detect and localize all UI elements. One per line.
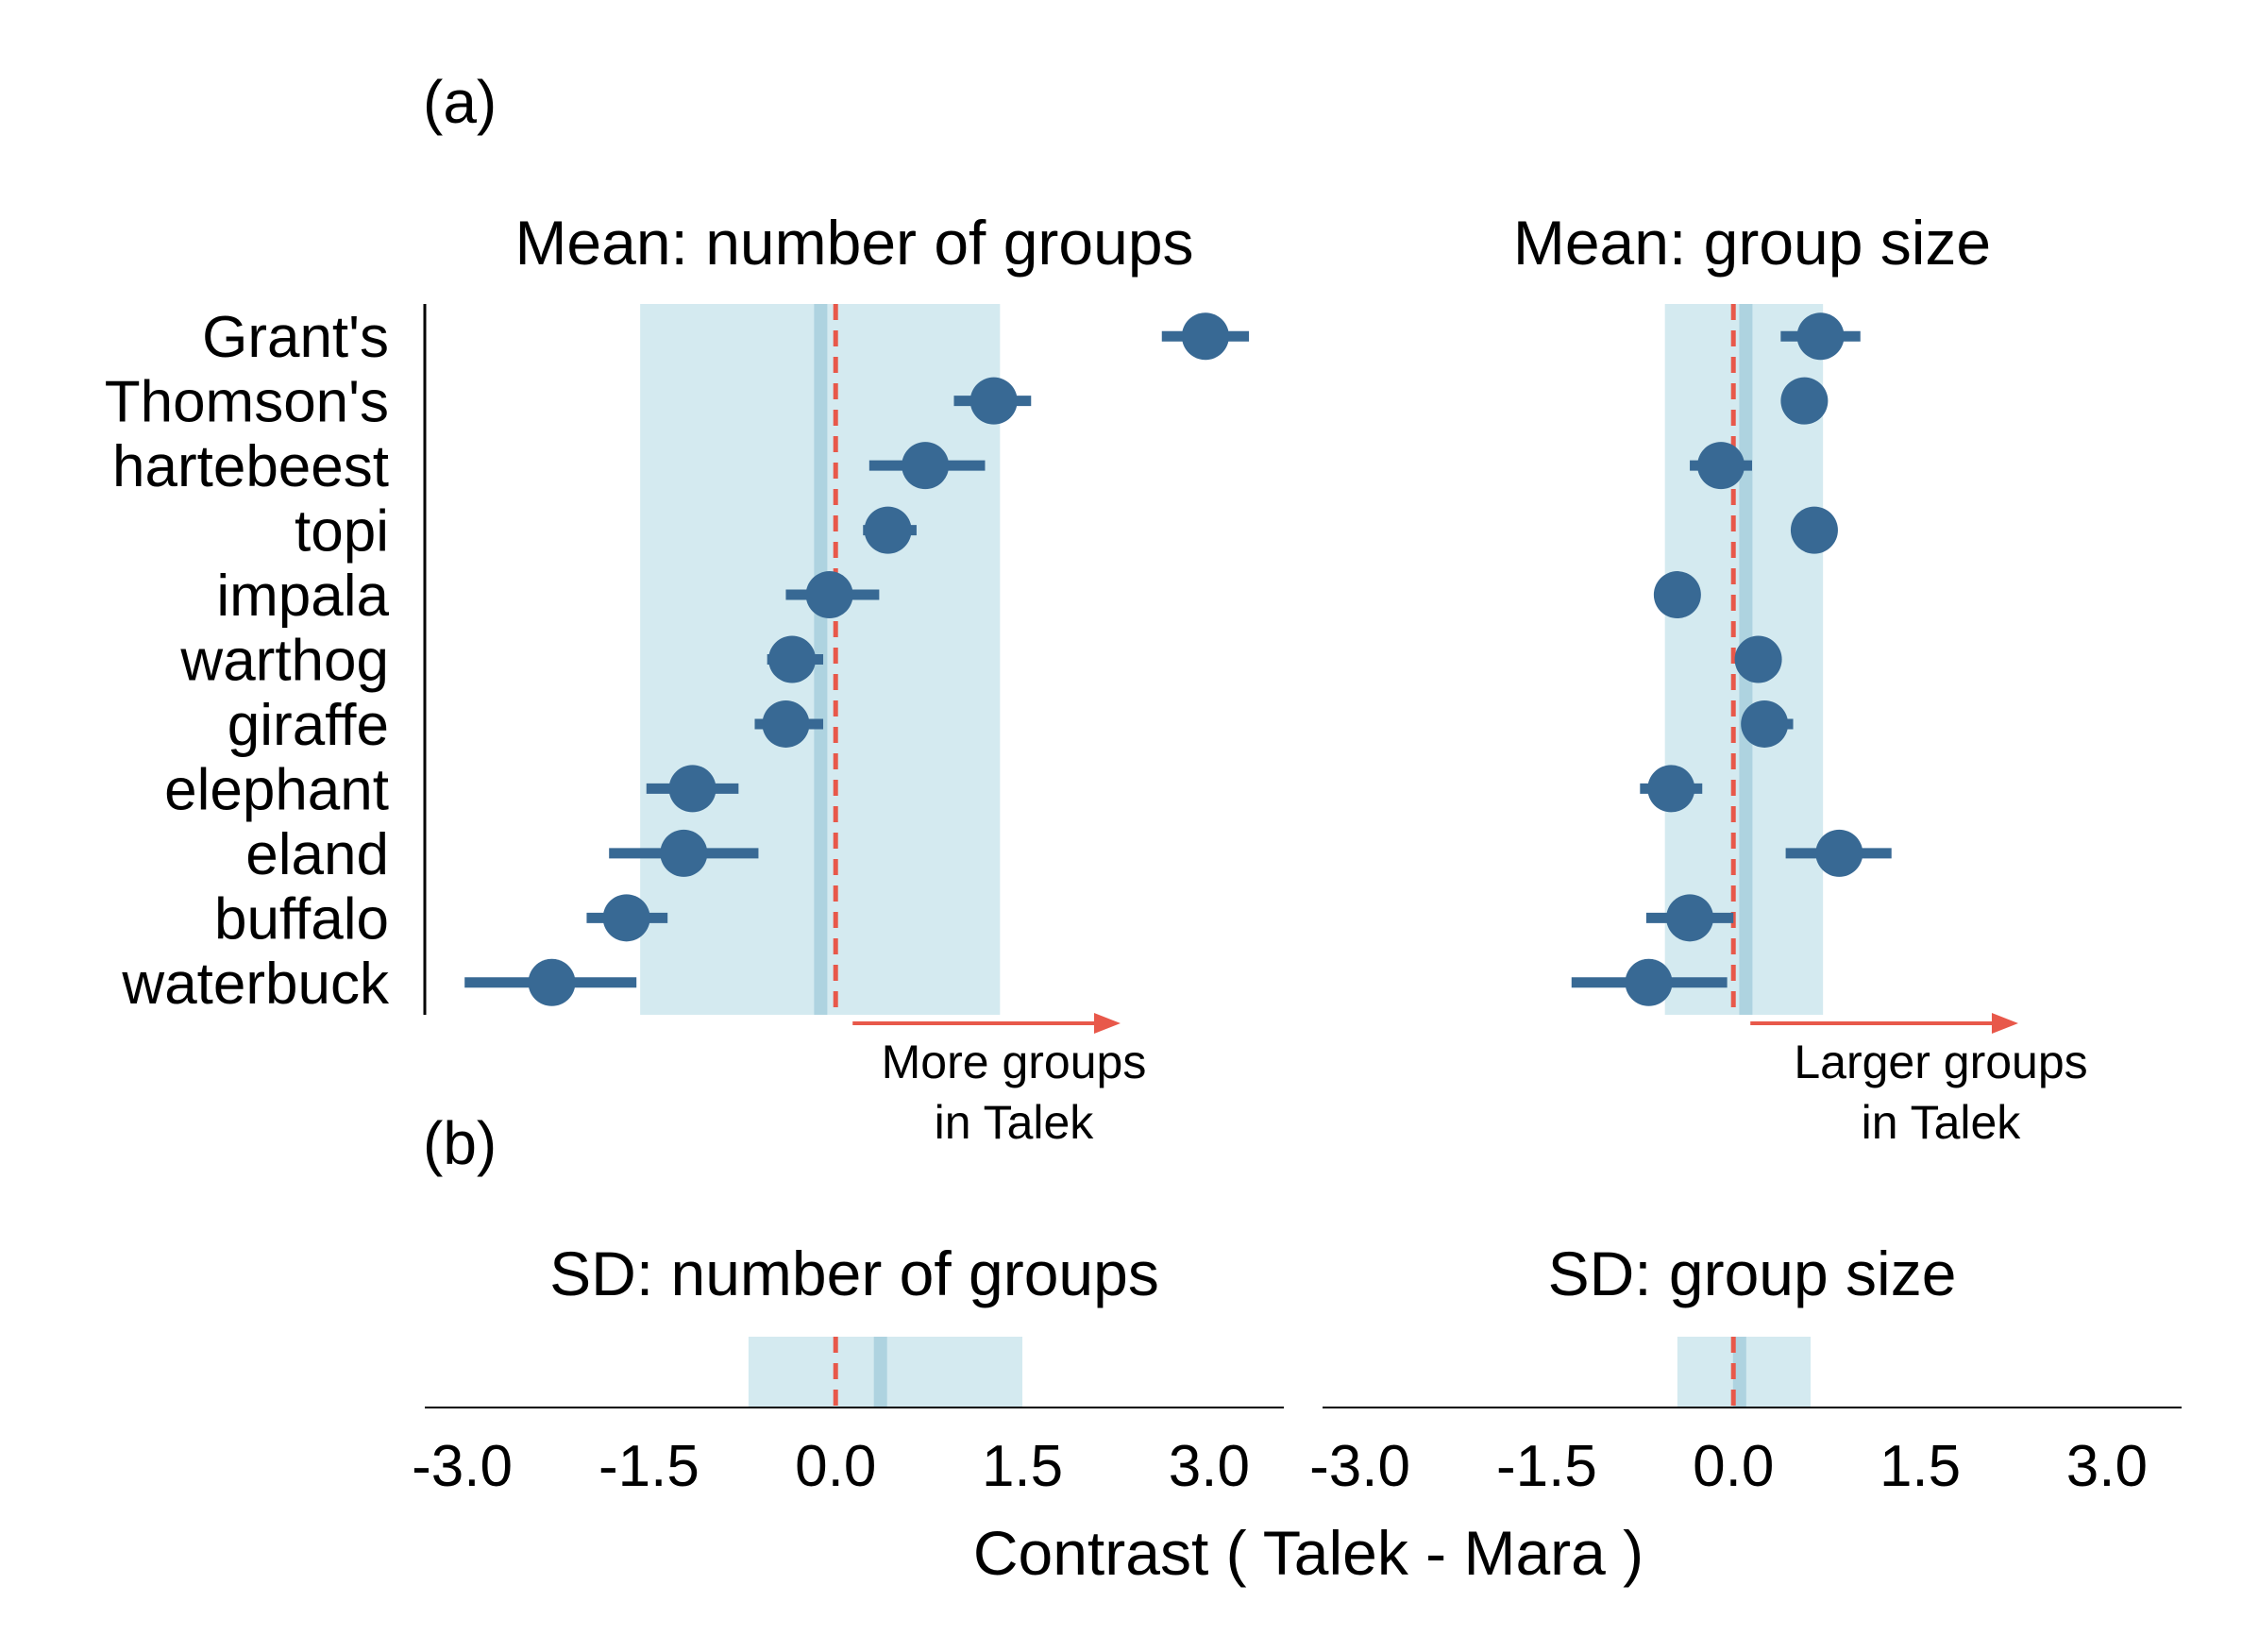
panel-title: SD: number of groups [549,1239,1159,1308]
y-tick-label: Thomson's [105,370,389,435]
point-waterbuck [528,958,576,1006]
point-grants [1796,312,1845,361]
point-buffalo [1666,894,1714,942]
point-topi [864,506,912,554]
y-tick-label: warthog [179,629,389,694]
panel-title: SD: group size [1548,1239,1957,1308]
y-tick-label: hartebeest [112,434,389,499]
point-giraffe [762,700,810,748]
point-thomsons [1780,377,1829,425]
band-center-line [1732,1337,1746,1408]
y-tick-label: topi [295,499,389,565]
point-eland [1815,829,1863,877]
panel-title: Mean: group size [1513,208,1991,278]
point-warthog [1734,635,1782,683]
x-tick-label: 1.5 [982,1434,1063,1499]
x-tick-label: 1.5 [1880,1434,1961,1499]
point-warthog [768,635,817,683]
x-tick-label: 3.0 [2066,1434,2148,1499]
direction-arrow-head [1991,1013,2018,1034]
point-hartebeest [1697,442,1745,490]
point-buffalo [602,894,650,942]
x-tick-label: -1.5 [598,1434,700,1499]
y-tick-label: Grant's [202,305,389,370]
point-elephant [1647,765,1695,813]
x-tick-label: 0.0 [1693,1434,1774,1499]
annotation-larger-groups-line2: in Talek [1862,1096,2022,1149]
x-tick-label: -3.0 [412,1434,513,1499]
panel-4: SD: group size -3.0 -1.5 0.0 1.5 3.0 [1309,1239,2182,1499]
point-giraffe [1741,700,1789,748]
direction-arrow-head [1093,1013,1121,1034]
point-eland [660,829,708,877]
band-center-line [873,1337,887,1408]
panel-2: Mean: group size [1513,208,2018,1034]
annotation-larger-groups-line1: Larger groups [1794,1036,2087,1088]
panel-1: Mean: number of groups Grant'sThomson'sha… [105,208,1250,1034]
panel-label-b: (b) [423,1109,497,1177]
y-tick-label: giraffe [228,693,389,758]
y-tick-label: eland [245,822,389,887]
panel-title: Mean: number of groups [514,208,1193,278]
y-tick-label: impala [216,564,389,629]
x-tick-label: -3.0 [1309,1434,1410,1499]
y-tick-label: waterbuck [121,952,390,1017]
x-tick-label: 3.0 [1169,1434,1250,1499]
x-tick-label: -1.5 [1496,1434,1597,1499]
point-waterbuck [1625,958,1673,1006]
point-elephant [668,765,716,813]
point-impala [805,571,853,619]
point-grants [1181,312,1229,361]
panel-label-a: (a) [423,68,497,136]
point-thomsons [969,377,1018,425]
y-tick-label: buffalo [214,886,389,952]
point-impala [1653,571,1701,619]
x-tick-label: 0.0 [795,1434,876,1499]
panel-3: SD: number of groups -3.0 -1.5 0.0 1.5 3.0 [412,1239,1284,1499]
y-tick-label: elephant [164,757,389,822]
annotation-more-groups-line2: in Talek [935,1096,1095,1149]
point-hartebeest [902,442,950,490]
point-topi [1790,506,1838,554]
axis-title-x: Contrast ( Talek - Mara ) [973,1518,1644,1588]
annotation-more-groups-line1: More groups [882,1036,1147,1088]
